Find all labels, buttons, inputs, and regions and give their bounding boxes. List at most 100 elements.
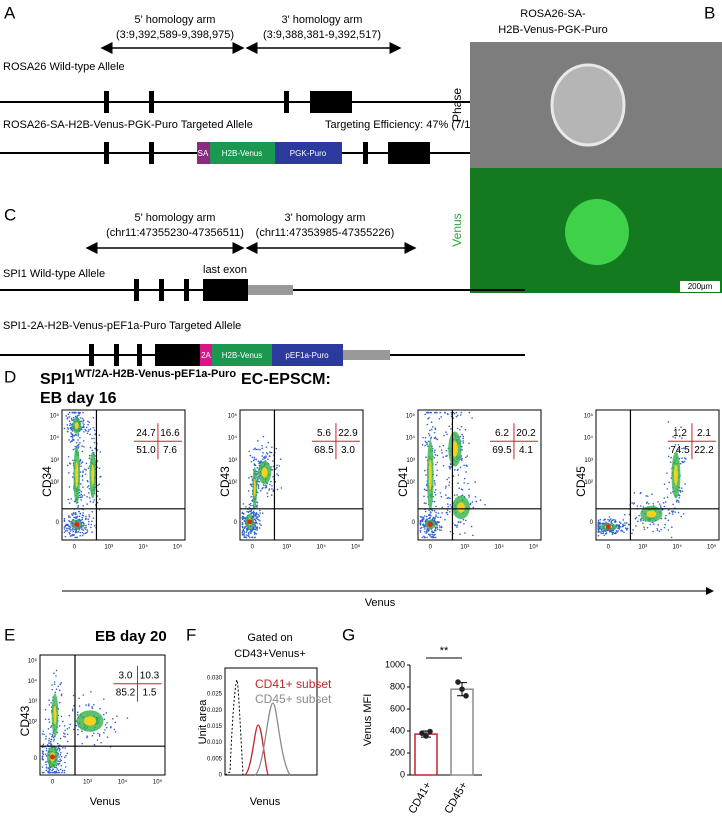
event-dot bbox=[83, 532, 85, 535]
event-dot bbox=[256, 506, 258, 508]
y-label: CD43 bbox=[18, 705, 32, 736]
event-dot bbox=[270, 480, 272, 483]
density-core bbox=[261, 467, 268, 478]
event-dot bbox=[83, 524, 85, 527]
event-dot bbox=[68, 486, 71, 488]
event-dot bbox=[85, 430, 87, 432]
event-dot bbox=[468, 488, 470, 491]
event-dot bbox=[60, 693, 63, 695]
event-dot bbox=[667, 509, 670, 511]
event-dot bbox=[597, 531, 600, 533]
panel-label: D bbox=[4, 367, 16, 386]
event-dot bbox=[80, 428, 83, 430]
event-dot bbox=[93, 732, 95, 735]
event-dot bbox=[439, 526, 441, 529]
event-dot bbox=[441, 452, 443, 454]
event-dot bbox=[453, 412, 456, 415]
event-dot bbox=[679, 491, 682, 493]
event-dot bbox=[75, 724, 78, 727]
event-dot bbox=[458, 487, 460, 489]
event-dot bbox=[59, 683, 61, 686]
y-tick-label: 10⁴ bbox=[584, 435, 594, 442]
channel-label: Venus bbox=[450, 213, 464, 246]
event-dot bbox=[93, 703, 95, 706]
density-core bbox=[74, 421, 79, 430]
event-dot bbox=[263, 456, 266, 458]
event-dot bbox=[63, 724, 66, 727]
channel-label: Phase bbox=[450, 88, 464, 122]
y-tick-label: 200 bbox=[390, 747, 405, 757]
event-dot bbox=[468, 496, 470, 498]
event-dot bbox=[256, 476, 259, 478]
event-dot bbox=[91, 510, 94, 513]
event-dot bbox=[254, 525, 257, 528]
event-dot bbox=[249, 530, 251, 533]
event-dot bbox=[74, 433, 77, 436]
event-dot bbox=[65, 754, 67, 757]
event-dot bbox=[44, 753, 47, 755]
event-dot bbox=[639, 491, 642, 494]
event-dot bbox=[245, 536, 248, 539]
event-dot bbox=[462, 437, 464, 440]
event-dot bbox=[259, 448, 261, 451]
event-dot bbox=[461, 494, 464, 497]
event-dot bbox=[246, 510, 248, 513]
event-dot bbox=[661, 509, 664, 511]
event-dot bbox=[632, 529, 634, 531]
event-dot bbox=[439, 516, 442, 519]
y-tick-label: 0 bbox=[400, 769, 405, 779]
x-tick-label: 10³ bbox=[104, 545, 113, 551]
event-dot bbox=[426, 411, 428, 414]
event-dot bbox=[71, 533, 74, 536]
event-dot bbox=[624, 522, 626, 524]
event-dot bbox=[427, 417, 429, 420]
x-tick-label: 0 bbox=[251, 545, 255, 551]
event-dot bbox=[76, 711, 79, 714]
density-core bbox=[75, 462, 79, 488]
event-dot bbox=[53, 683, 56, 686]
event-dot bbox=[41, 755, 44, 758]
event-dot bbox=[247, 490, 250, 492]
event-dot bbox=[597, 523, 600, 525]
event-dot bbox=[81, 496, 83, 499]
event-dot bbox=[80, 483, 82, 485]
y-tick-label: 10² bbox=[406, 480, 415, 486]
density-peak bbox=[427, 521, 433, 527]
event-dot bbox=[73, 528, 75, 531]
event-dot bbox=[65, 415, 68, 417]
event-dot bbox=[423, 530, 426, 533]
event-dot bbox=[126, 717, 129, 719]
event-dot bbox=[442, 444, 445, 447]
event-dot bbox=[431, 531, 434, 534]
event-dot bbox=[48, 704, 51, 706]
event-dot bbox=[241, 518, 244, 521]
data-point bbox=[455, 679, 461, 685]
event-dot bbox=[93, 499, 95, 501]
event-dot bbox=[50, 738, 53, 741]
event-dot bbox=[99, 451, 102, 453]
title: Gated on bbox=[247, 632, 292, 644]
event-dot bbox=[270, 466, 272, 468]
event-dot bbox=[430, 421, 433, 423]
event-dot bbox=[677, 511, 680, 514]
event-dot bbox=[77, 433, 80, 435]
event-dot bbox=[639, 505, 642, 507]
event-dot bbox=[646, 495, 649, 497]
event-dot bbox=[73, 516, 76, 519]
frame bbox=[595, 409, 720, 541]
event-dot bbox=[253, 536, 256, 539]
event-dot bbox=[679, 462, 682, 465]
event-dot bbox=[243, 519, 246, 522]
y-label: Venus MFI bbox=[362, 694, 374, 747]
event-dot bbox=[250, 509, 253, 512]
panel-c: C 5' homology arm (chr11:47355230-473565… bbox=[0, 205, 525, 366]
event-dot bbox=[435, 411, 438, 414]
event-dot bbox=[424, 440, 427, 443]
event-dot bbox=[48, 699, 50, 701]
x-tick-label: 10⁵ bbox=[351, 544, 361, 551]
event-dot bbox=[455, 411, 458, 414]
event-dot bbox=[441, 506, 444, 509]
event-dot bbox=[41, 733, 44, 735]
event-dot bbox=[600, 530, 603, 532]
event-dot bbox=[437, 512, 440, 515]
